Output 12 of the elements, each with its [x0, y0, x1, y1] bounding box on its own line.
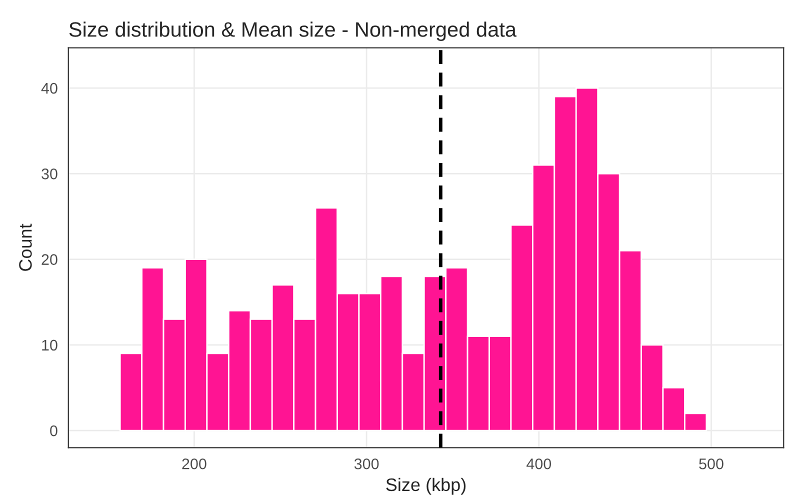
y-tick-label: 0: [50, 425, 58, 436]
y-axis-title: Count: [19, 224, 32, 271]
y-tick-label: 20: [42, 254, 58, 265]
y-tick-label: 30: [42, 168, 58, 180]
chart-title: Size distribution & Mean size - Non-merged data: [69, 22, 517, 41]
x-tick-label: 300: [354, 458, 379, 470]
x-tick-label: 500: [699, 458, 724, 470]
x-tick-label: 200: [182, 458, 206, 470]
y-tick-label: 40: [41, 82, 58, 94]
y-tick-label: 10: [42, 340, 58, 351]
x-axis-title: Size (kbp): [386, 478, 466, 495]
x-tick-label: 400: [526, 458, 552, 470]
